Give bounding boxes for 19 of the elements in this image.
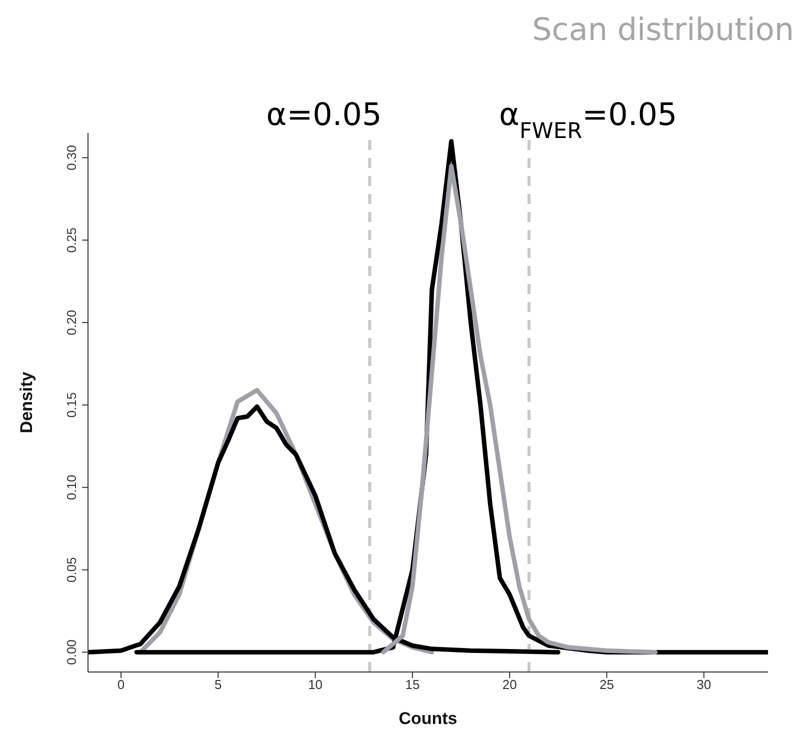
x-tick-label: 30	[696, 677, 712, 692]
y-tick-label: 0.00	[64, 640, 79, 665]
y-tick-label: 0.25	[64, 227, 79, 253]
x-tick-label: 15	[405, 677, 420, 692]
chart-title: Scan distribution	[532, 12, 794, 48]
y-tick-label: 0.20	[64, 310, 79, 336]
y-tick-label: 0.30	[64, 145, 79, 170]
x-tick-label: 5	[214, 677, 222, 692]
x-tick-label: 10	[308, 677, 323, 692]
x-tick-label: 0	[117, 677, 125, 692]
x-tick-label: 25	[600, 677, 614, 692]
y-tick-label: 0.05	[64, 557, 79, 582]
annotation: α$_{FWER}$=0.05	[499, 97, 678, 144]
annotation: α=0.05	[266, 97, 382, 133]
y-axis-title: Density	[17, 371, 36, 434]
y-tick-label: 0.10	[64, 474, 79, 500]
x-axis-title: Counts	[398, 709, 458, 728]
y-tick-label: 0.15	[64, 392, 79, 418]
x-tick-label: 20	[502, 677, 517, 692]
